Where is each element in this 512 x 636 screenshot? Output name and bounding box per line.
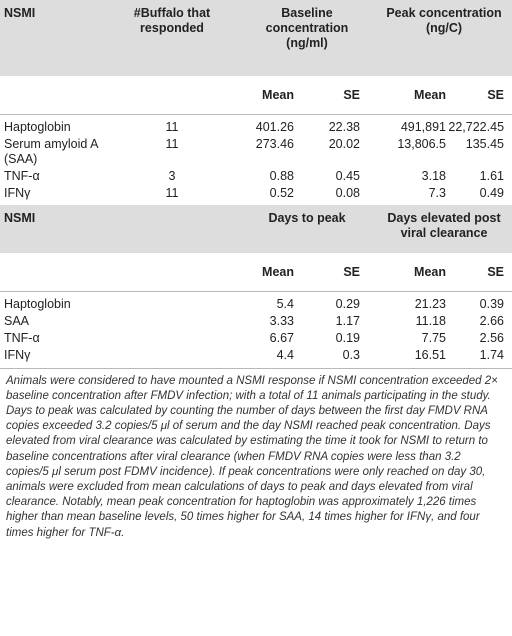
table-row: Haptoglobin 11 401.26 22.38 491,891 22,7…	[0, 120, 512, 137]
table1-subheader-row: Mean SE Mean SE	[0, 76, 512, 114]
table1-sub-se: SE	[294, 76, 370, 114]
table2-sub-mean2: Mean	[370, 253, 446, 291]
table2-sub-mean: Mean	[226, 253, 294, 291]
table-row: IFNγ 4.4 0.3 16.51 1.74	[0, 348, 512, 369]
table-footnote: Animals were considered to have mounted …	[6, 374, 498, 539]
table-row: Serum amyloid A (SAA) 11 273.46 20.02 13…	[0, 137, 512, 169]
table-row: TNF-α 3 0.88 0.45 3.18 1.61	[0, 169, 512, 186]
table-row: TNF-α 6.67 0.19 7.75 2.56	[0, 331, 512, 348]
table2-subheader-row: Mean SE Mean SE	[0, 253, 512, 291]
table2-header-nsmi: NSMI	[0, 205, 118, 253]
table1-header-row: NSMI #Buffalo that responded Baseline co…	[0, 0, 512, 76]
table2-sub-se2: SE	[446, 253, 512, 291]
table1-sub-mean: Mean	[226, 76, 294, 114]
table2-header-row: NSMI Days to peak Days elevated post vir…	[0, 205, 512, 253]
table1-header-baseline: Baseline concentration (ng/ml)	[226, 0, 370, 76]
table1-sub-mean2: Mean	[370, 76, 446, 114]
table2-sub-se: SE	[294, 253, 370, 291]
table2-header-days-elevated: Days elevated post viral clearance	[370, 205, 512, 253]
table-row: IFNγ 11 0.52 0.08 7.3 0.49	[0, 186, 512, 205]
table1-header-peak: Peak concentration (ng/C)	[370, 0, 512, 76]
table1-sub-se2: SE	[446, 76, 512, 114]
table-row: Haptoglobin 5.4 0.29 21.23 0.39	[0, 297, 512, 314]
nsmi-table: NSMI #Buffalo that responded Baseline co…	[0, 0, 512, 369]
table-row: SAA 3.33 1.17 11.18 2.66	[0, 314, 512, 331]
table1-header-nsmi: NSMI	[0, 0, 118, 76]
table2-header-days-to-peak: Days to peak	[226, 205, 370, 253]
table1-header-responded: #Buffalo that responded	[118, 0, 226, 76]
